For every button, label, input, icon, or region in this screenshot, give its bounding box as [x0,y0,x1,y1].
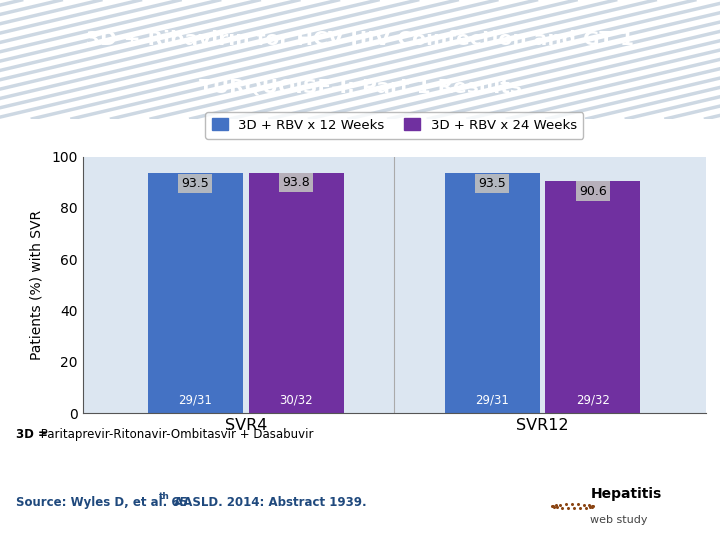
Text: TURQUOISE-I: SVR Rates (to date): TURQUOISE-I: SVR Rates (to date) [206,133,514,148]
Legend: 3D + RBV x 12 Weeks, 3D + RBV x 24 Weeks: 3D + RBV x 12 Weeks, 3D + RBV x 24 Weeks [205,112,583,139]
Bar [445,173,539,413]
Text: Hepatitis: Hepatitis [590,487,662,501]
Text: 29/31: 29/31 [179,394,212,407]
Bar [249,172,343,413]
Text: th: th [158,491,169,501]
Text: 93.8: 93.8 [282,177,310,190]
Text: 29/32: 29/32 [576,394,610,407]
Text: 3D + Ribavirin for HCV-HIV Coinfection and GT 1: 3D + Ribavirin for HCV-HIV Coinfection a… [86,30,634,49]
Bar [546,181,640,413]
Bar [148,173,243,413]
Text: 29/31: 29/31 [475,394,509,407]
Text: web study: web study [590,515,648,525]
Text: 93.5: 93.5 [181,177,210,190]
Text: 3D =: 3D = [16,428,48,441]
Text: TURQUOISE-I: Part 1 Results: TURQUOISE-I: Part 1 Results [199,77,521,96]
Text: 93.5: 93.5 [478,177,506,190]
Y-axis label: Patients (%) with SVR: Patients (%) with SVR [30,210,43,360]
Text: 90.6: 90.6 [579,185,607,198]
Text: Paritaprevir-Ritonavir-Ombitasvir + Dasabuvir: Paritaprevir-Ritonavir-Ombitasvir + Dasa… [37,428,314,441]
Text: AASLD. 2014: Abstract 1939.: AASLD. 2014: Abstract 1939. [170,496,366,509]
Text: Source: Wyles D, et al. 65: Source: Wyles D, et al. 65 [16,496,188,509]
Text: 30/32: 30/32 [279,394,313,407]
